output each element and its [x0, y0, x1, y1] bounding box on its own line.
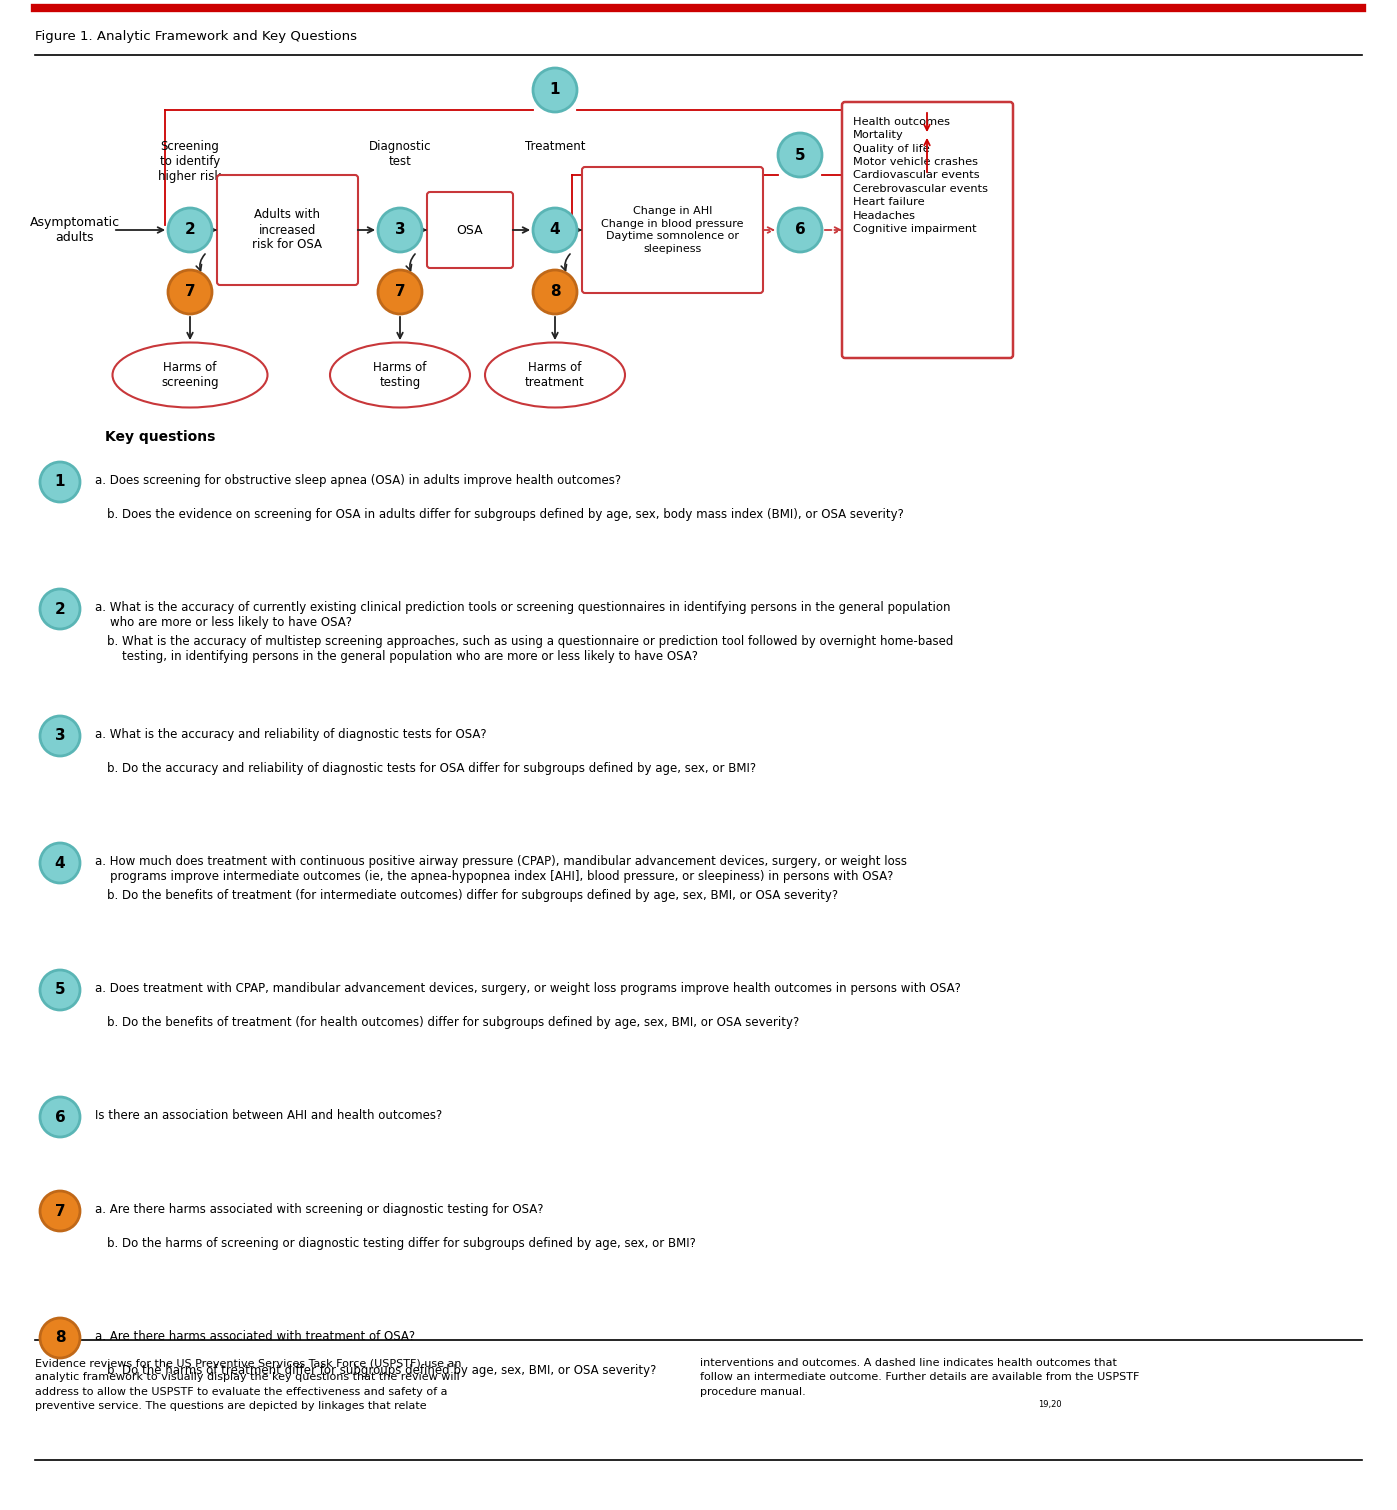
Text: a. How much does treatment with continuous positive airway pressure (CPAP), mand: a. How much does treatment with continuo…: [95, 855, 907, 883]
Text: 6: 6: [54, 1110, 66, 1125]
Text: 19,20: 19,20: [1038, 1400, 1062, 1409]
Circle shape: [41, 462, 80, 501]
Text: b. Do the accuracy and reliability of diagnostic tests for OSA differ for subgro: b. Do the accuracy and reliability of di…: [108, 763, 756, 775]
Ellipse shape: [485, 343, 624, 408]
Text: Treatment: Treatment: [525, 140, 585, 153]
Text: a. Does screening for obstructive sleep apnea (OSA) in adults improve health out: a. Does screening for obstructive sleep …: [95, 474, 622, 488]
Text: Diagnostic
test: Diagnostic test: [369, 140, 432, 168]
FancyBboxPatch shape: [583, 168, 763, 293]
Circle shape: [41, 1191, 80, 1231]
Circle shape: [168, 208, 212, 252]
Text: Harms of
testing: Harms of testing: [373, 361, 426, 390]
FancyBboxPatch shape: [427, 192, 513, 267]
Circle shape: [41, 1096, 80, 1137]
Circle shape: [41, 716, 80, 757]
Text: 3: 3: [54, 728, 66, 743]
Circle shape: [41, 1318, 80, 1357]
Circle shape: [534, 208, 577, 252]
Text: b. Does the evidence on screening for OSA in adults differ for subgroups defined: b. Does the evidence on screening for OS…: [108, 507, 904, 521]
Text: 4: 4: [54, 856, 66, 870]
FancyBboxPatch shape: [217, 175, 358, 285]
Circle shape: [379, 270, 422, 314]
Text: 7: 7: [54, 1203, 66, 1219]
Text: 3: 3: [395, 222, 405, 237]
Text: a. Are there harms associated with treatment of OSA?: a. Are there harms associated with treat…: [95, 1330, 415, 1342]
Circle shape: [379, 208, 422, 252]
Text: a. Are there harms associated with screening or diagnostic testing for OSA?: a. Are there harms associated with scree…: [95, 1203, 543, 1216]
Circle shape: [168, 270, 212, 314]
Text: b. Do the benefits of treatment (for health outcomes) differ for subgroups defin: b. Do the benefits of treatment (for hea…: [108, 1016, 799, 1028]
Text: Harms of
screening: Harms of screening: [161, 361, 219, 390]
Text: Asymptomatic
adults: Asymptomatic adults: [29, 216, 120, 245]
Text: a. What is the accuracy and reliability of diagnostic tests for OSA?: a. What is the accuracy and reliability …: [95, 728, 486, 741]
Text: a. What is the accuracy of currently existing clinical prediction tools or scree: a. What is the accuracy of currently exi…: [95, 601, 950, 630]
Text: Screening
to identify
higher risk: Screening to identify higher risk: [158, 140, 222, 183]
Circle shape: [41, 843, 80, 883]
Text: a. Does treatment with CPAP, mandibular advancement devices, surgery, or weight : a. Does treatment with CPAP, mandibular …: [95, 982, 961, 995]
Text: 7: 7: [395, 284, 405, 299]
Text: 8: 8: [54, 1330, 66, 1345]
Text: 5: 5: [795, 148, 805, 163]
Text: 8: 8: [549, 284, 560, 299]
Text: interventions and outcomes. A dashed line indicates health outcomes that
follow : interventions and outcomes. A dashed lin…: [700, 1357, 1140, 1397]
Circle shape: [778, 133, 821, 177]
Text: Health outcomes
Mortality
Quality of life
Motor vehicle crashes
Cardiovascular e: Health outcomes Mortality Quality of lif…: [854, 116, 988, 234]
Text: Figure 1. Analytic Framework and Key Questions: Figure 1. Analytic Framework and Key Que…: [35, 30, 358, 42]
Circle shape: [41, 589, 80, 630]
Ellipse shape: [113, 343, 267, 408]
Text: Key questions: Key questions: [105, 430, 215, 444]
Text: Harms of
treatment: Harms of treatment: [525, 361, 585, 390]
Text: Adults with
increased
risk for OSA: Adults with increased risk for OSA: [253, 208, 323, 252]
Circle shape: [534, 270, 577, 314]
Text: Change in AHI
Change in blood pressure
Daytime somnolence or
sleepiness: Change in AHI Change in blood pressure D…: [601, 205, 743, 254]
FancyBboxPatch shape: [842, 103, 1013, 358]
Text: Evidence reviews for the US Preventive Services Task Force (USPSTF) use an
analy: Evidence reviews for the US Preventive S…: [35, 1357, 461, 1412]
Text: 5: 5: [54, 983, 66, 998]
Text: 6: 6: [795, 222, 806, 237]
Text: 1: 1: [550, 83, 560, 98]
Circle shape: [41, 969, 80, 1010]
Text: b. Do the harms of treatment differ for subgroups defined by age, sex, BMI, or O: b. Do the harms of treatment differ for …: [108, 1364, 657, 1377]
Circle shape: [778, 208, 821, 252]
Text: b. What is the accuracy of multistep screening approaches, such as using a quest: b. What is the accuracy of multistep scr…: [108, 636, 953, 663]
Ellipse shape: [330, 343, 469, 408]
Text: b. Do the benefits of treatment (for intermediate outcomes) differ for subgroups: b. Do the benefits of treatment (for int…: [108, 889, 838, 901]
Text: Is there an association between AHI and health outcomes?: Is there an association between AHI and …: [95, 1108, 443, 1122]
Circle shape: [534, 68, 577, 112]
Text: 2: 2: [54, 601, 66, 616]
Text: 7: 7: [184, 284, 196, 299]
Text: 1: 1: [54, 474, 66, 489]
Text: b. Do the harms of screening or diagnostic testing differ for subgroups defined : b. Do the harms of screening or diagnost…: [108, 1237, 696, 1250]
Text: 2: 2: [184, 222, 196, 237]
Text: OSA: OSA: [457, 223, 483, 237]
Text: 4: 4: [549, 222, 560, 237]
